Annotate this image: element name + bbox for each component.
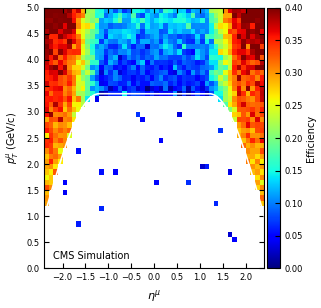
X-axis label: $\eta^{\mu}$: $\eta^{\mu}$ <box>147 288 161 304</box>
Y-axis label: $p_{T}^{\mu}$ (GeV/c): $p_{T}^{\mu}$ (GeV/c) <box>4 112 21 164</box>
Text: CMS Simulation: CMS Simulation <box>53 251 130 261</box>
Y-axis label: Efficiency: Efficiency <box>306 115 316 162</box>
